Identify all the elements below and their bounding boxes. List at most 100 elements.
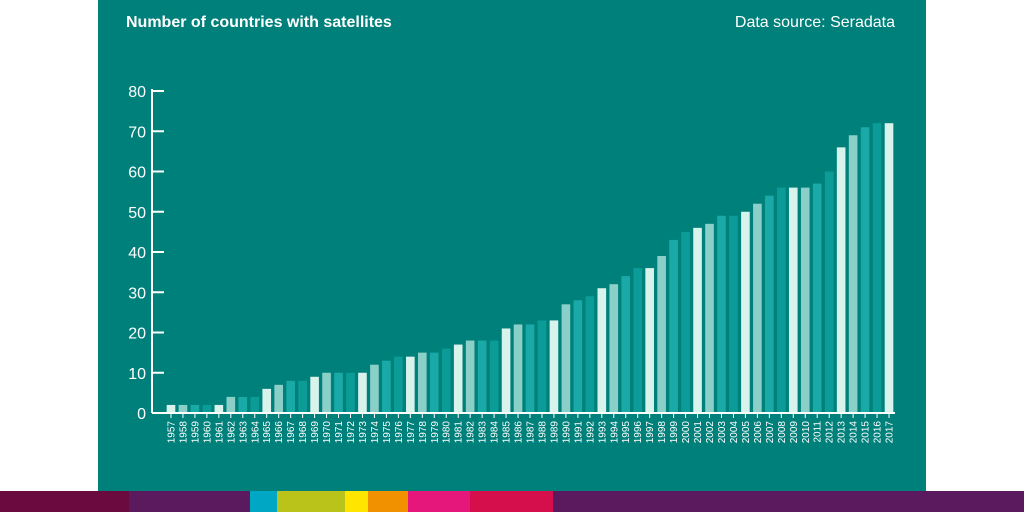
x-tick-label: 1987 [526,421,537,444]
x-tick-label: 1998 [657,421,668,444]
bar [453,344,463,413]
x-tick-label: 1969 [310,421,321,444]
bar [441,348,451,413]
bar [872,123,882,413]
x-tick-label: 1989 [549,421,560,444]
x-tick-label: 1965 [262,421,273,444]
color-strip-segment [250,491,277,512]
bar [573,300,583,413]
bar [274,384,283,413]
x-tick-label: 1997 [645,421,656,444]
x-tick-label: 1995 [621,421,632,444]
y-tick-label: 70 [128,124,146,141]
x-tick-label: 1970 [322,421,333,444]
x-tick-label: 1960 [202,421,213,444]
bar [238,396,248,413]
x-tick-label: 1972 [346,421,357,444]
bar [465,340,475,413]
bar [417,352,427,414]
data-source-label: Data source: Seradata [734,14,895,31]
bar [609,284,619,413]
bar [382,360,391,413]
x-tick-label: 2002 [705,421,716,444]
bar [848,135,858,413]
bar [788,187,798,413]
x-tick-label: 2015 [861,421,872,444]
x-tick-label: 2006 [753,421,764,444]
y-tick-label: 20 [128,326,146,343]
bar [621,276,631,413]
y-tick-label: 80 [128,84,146,101]
bar [693,227,702,413]
color-strip-segment [345,491,368,512]
color-strip-segment [408,491,470,512]
bar [537,320,547,413]
x-tick-label: 2008 [777,421,788,444]
bar [334,372,343,413]
x-tick-label: 1988 [537,421,548,444]
bar [262,388,272,413]
x-tick-label: 2012 [825,421,836,444]
bar [370,364,379,413]
x-tick-label: 1994 [609,421,620,444]
x-tick-label: 2004 [729,421,740,444]
x-tick-label: 2010 [801,421,812,444]
color-strip-segment [470,491,553,512]
y-tick-label: 0 [137,406,146,423]
bar [214,404,224,413]
color-strip-segment [277,491,345,512]
x-tick-label: 1991 [573,421,584,444]
x-tick-label: 2011 [813,421,824,443]
x-tick-label: 2003 [717,421,728,444]
bar [394,356,403,413]
bar [705,223,714,413]
bar [429,352,439,414]
bar [549,320,559,413]
bar [190,404,200,413]
color-strip-segment [553,491,1024,512]
bar [489,340,499,413]
bar [645,268,654,413]
bar [226,396,236,413]
y-tick-label: 40 [128,245,146,262]
bar [717,215,726,413]
y-tick-label: 30 [128,285,146,302]
x-tick-label: 1982 [466,421,477,444]
y-tick-label: 10 [128,366,146,383]
x-tick-label: 1968 [298,421,309,444]
x-tick-label: 1996 [633,421,644,444]
color-strip-segment [129,491,250,512]
x-tick-label: 2000 [681,421,692,444]
y-tick-label: 60 [128,165,146,182]
x-tick-label: 1966 [274,421,285,444]
x-tick-label: 1957 [166,421,177,444]
x-tick-label: 2005 [741,421,752,444]
x-tick-label: 1977 [406,421,417,444]
x-tick-label: 1976 [394,421,405,444]
bar [884,123,894,413]
bar [753,203,762,413]
x-tick-label: 1992 [585,421,596,444]
x-tick-label: 1975 [382,421,393,444]
bar [178,404,188,413]
bar [597,288,607,413]
x-tick-label: 2009 [789,421,800,444]
bar [812,183,822,413]
color-strip-segment [0,491,129,512]
x-tick-label: 2016 [873,421,884,444]
x-tick-label: 2001 [693,421,704,444]
bar [513,324,523,413]
x-tick-label: 1999 [669,421,680,444]
bar [310,376,319,413]
bar [501,328,511,413]
bar [298,380,307,413]
bar [681,231,690,414]
x-tick-label: 1979 [430,421,441,444]
bar [585,296,595,413]
bar [346,372,355,413]
bar [202,404,212,413]
x-tick-label: 1985 [502,421,513,444]
bar [633,268,643,413]
chart-panel [98,0,926,491]
